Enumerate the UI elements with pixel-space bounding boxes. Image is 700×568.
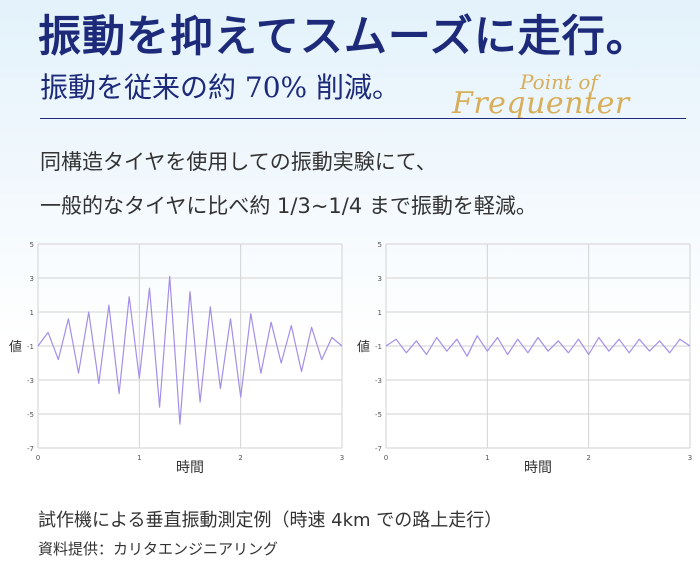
y-tick-label: 3	[30, 275, 34, 283]
x-tick-label: 3	[340, 454, 344, 462]
y-tick-label: -1	[27, 343, 34, 351]
vibration-series-line	[385, 335, 691, 357]
point-of-frequenter-logo: Point of Frequenter	[440, 70, 680, 126]
x-tick-label: 1	[137, 454, 141, 462]
subheadline: 振動を従来の約 70% 削減。	[40, 71, 401, 104]
y-tick-label: -7	[375, 445, 382, 453]
y-tick-label: 1	[30, 309, 34, 317]
y-tick-label: -5	[27, 411, 34, 419]
body-text-line-1: 同構造タイヤを使用しての振動実験にて、	[40, 150, 437, 174]
chart-caption: 試作機による垂直振動測定例（時速 4km での路上走行）	[38, 510, 503, 531]
x-tick-label: 1	[485, 454, 489, 462]
logo-line-1: Point of	[520, 70, 598, 94]
x-axis-label: 時間	[176, 460, 204, 476]
logo-line-2: Frequenter	[452, 86, 630, 121]
y-tick-label: -1	[375, 343, 382, 351]
data-credit: 資料提供：カリタエンジニアリング	[38, 540, 279, 558]
y-tick-label: -3	[27, 377, 34, 385]
x-tick-label: 0	[384, 454, 388, 462]
y-tick-label: 3	[378, 275, 382, 283]
body-text-line-2: 一般的なタイヤに比べ約 1/3~1/4 まで振動を軽減。	[40, 194, 537, 218]
vibration-series-line	[37, 275, 343, 425]
y-tick-label: -7	[27, 445, 34, 453]
x-axis-label: 時間	[524, 460, 552, 476]
x-tick-label: 2	[238, 454, 242, 462]
vibration-chart-before: 5 3 1 -1 -3 -5 -70 1 2 3 値時間	[9, 241, 344, 476]
y-axis-label: 値	[357, 339, 370, 355]
y-tick-label: -3	[375, 377, 382, 385]
x-tick-label: 0	[36, 454, 40, 462]
header-divider	[40, 118, 686, 119]
y-tick-label: -5	[375, 411, 382, 419]
y-axis-label: 値	[9, 339, 22, 355]
y-tick-label: 5	[378, 241, 382, 249]
y-tick-label: 1	[378, 309, 382, 317]
y-tick-label: 5	[30, 241, 34, 249]
x-tick-label: 3	[688, 454, 692, 462]
x-tick-label: 2	[586, 454, 590, 462]
headline: 振動を抑えてスムーズに走行。	[38, 12, 650, 62]
vibration-chart-after: 5 3 1 -1 -3 -5 -70 1 2 3 値時間	[357, 241, 692, 476]
